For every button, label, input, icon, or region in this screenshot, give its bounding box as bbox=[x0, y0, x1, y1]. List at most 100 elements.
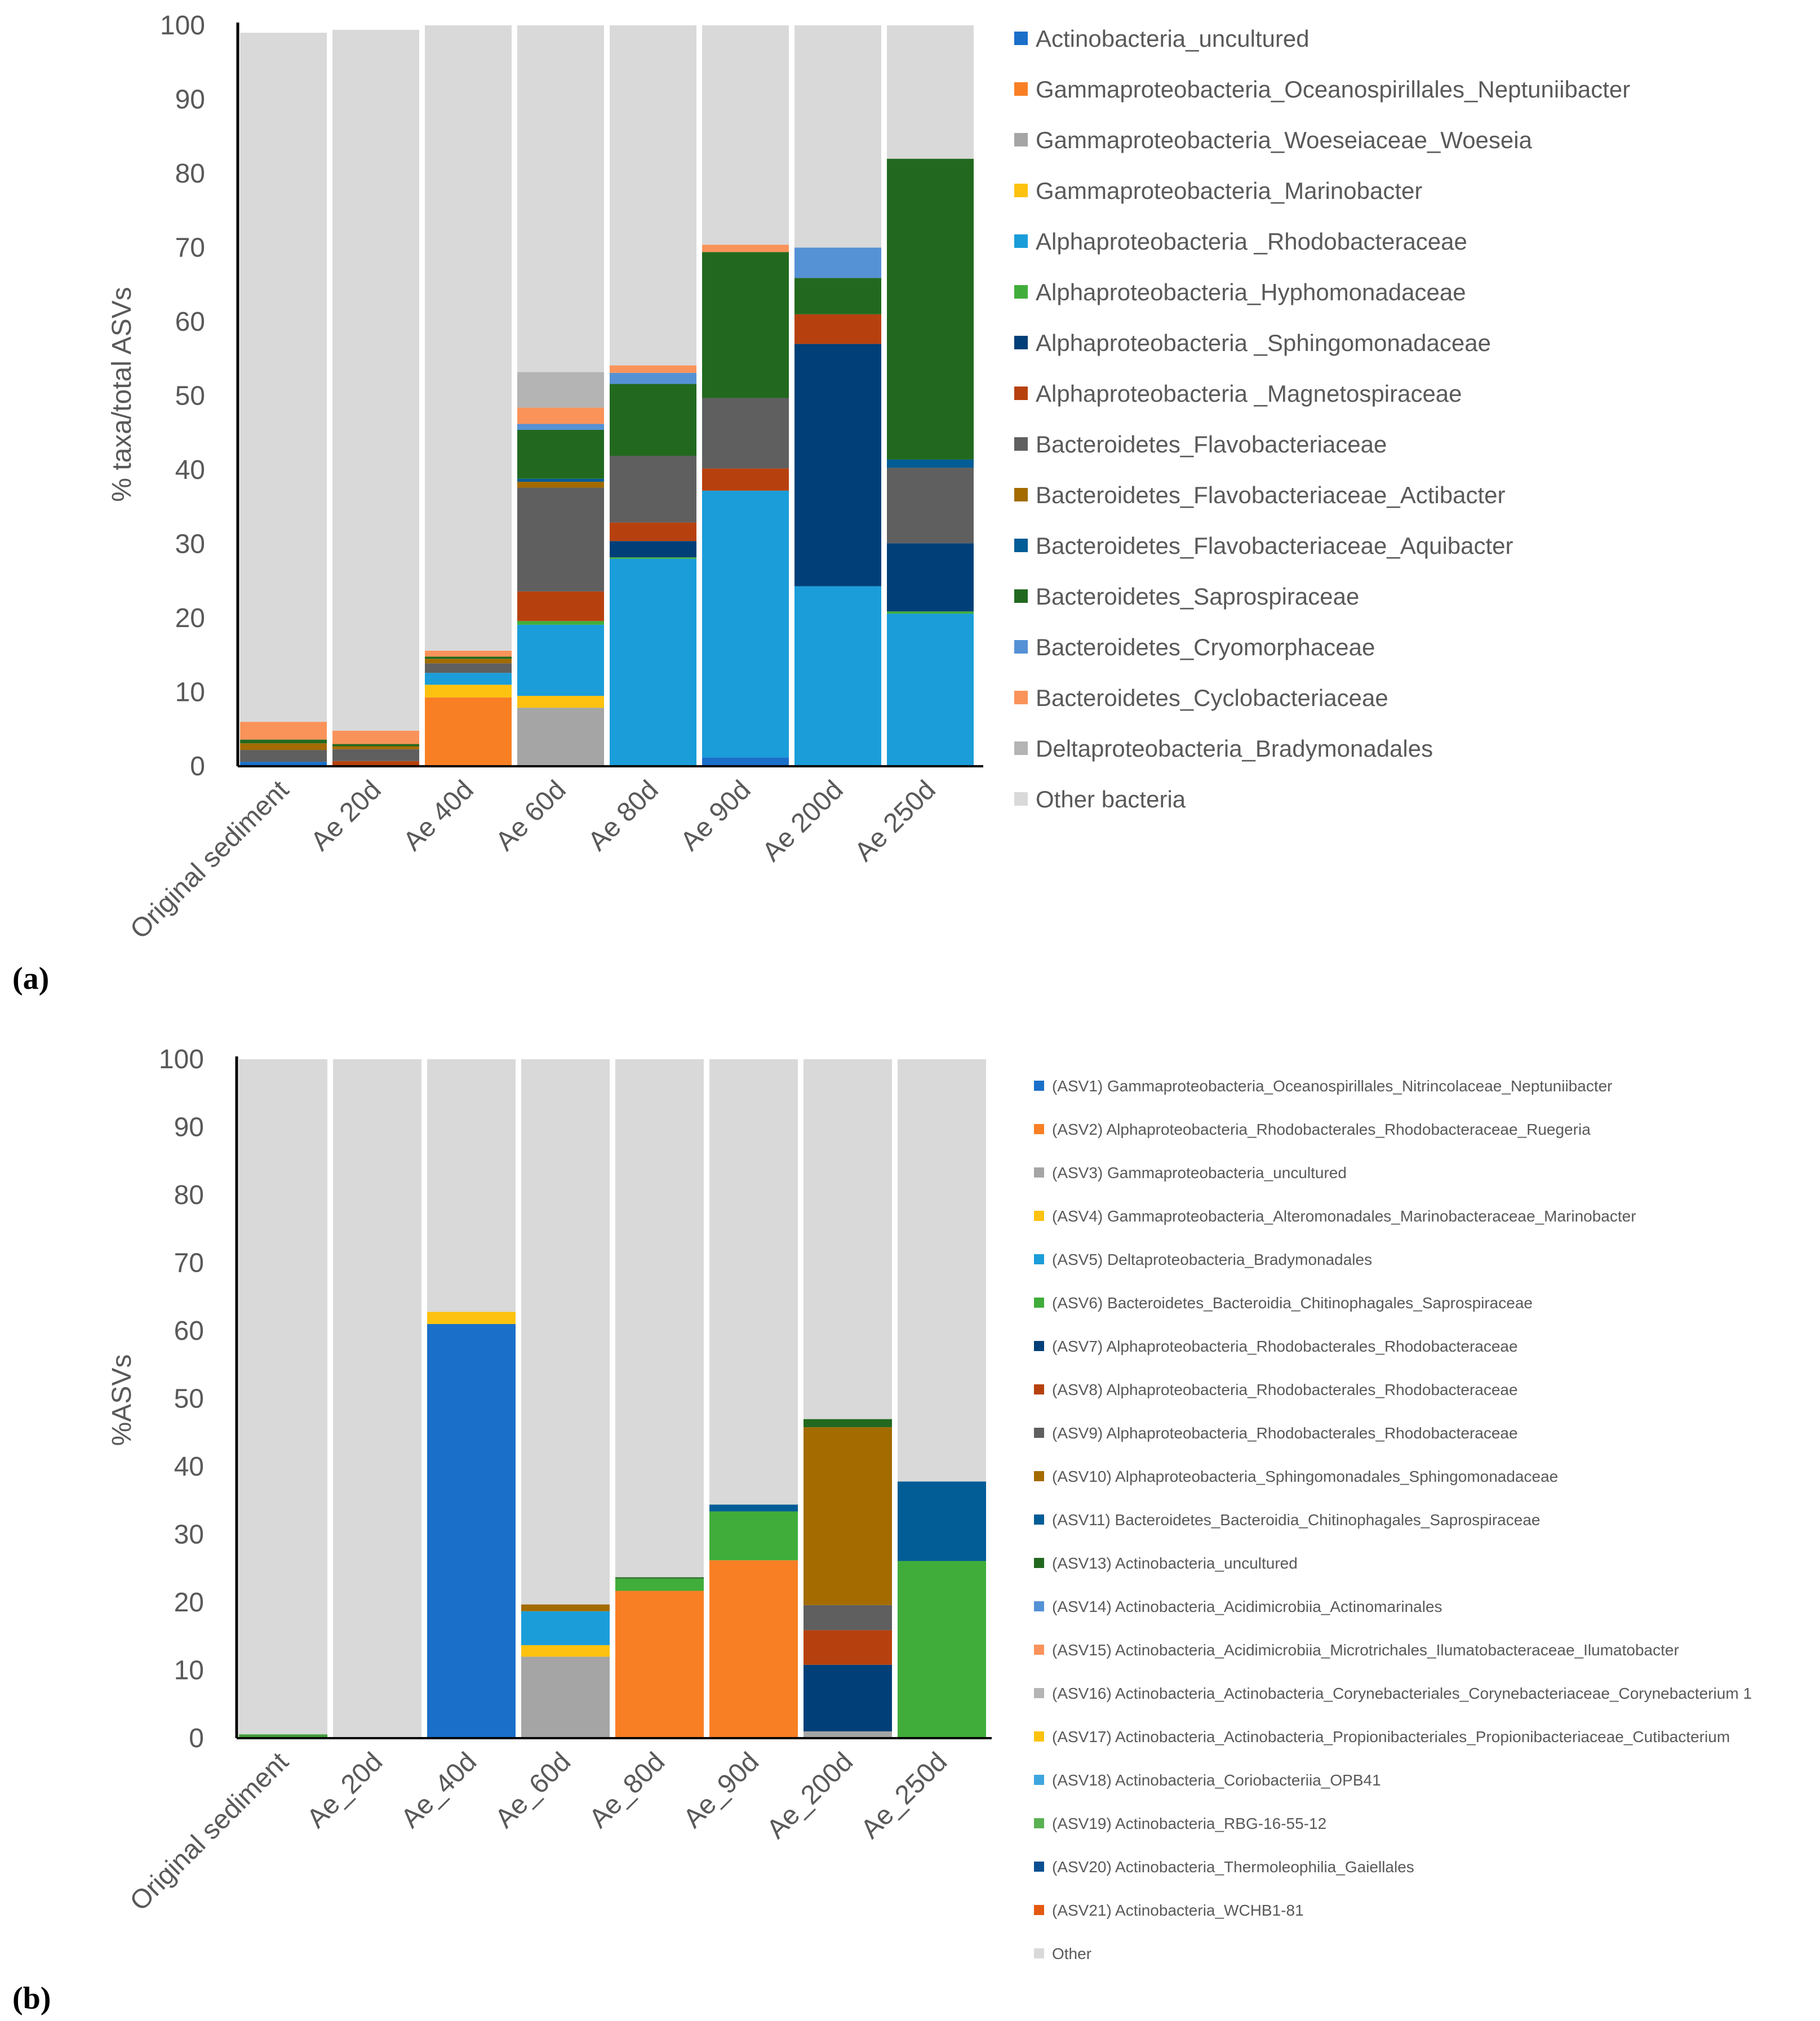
legend-label-a-2: Gammaproteobacteria_Woeseiaceae_Woeseia bbox=[1036, 127, 1533, 153]
bar-a-2-series-1 bbox=[425, 697, 512, 766]
x-tick-label-a-1: Ae 20d bbox=[305, 775, 387, 856]
bar-b-6-series-7 bbox=[804, 1630, 892, 1665]
bar-a-4-series-6 bbox=[610, 541, 696, 558]
y-tick-label-b-8: 80 bbox=[174, 1180, 204, 1210]
bar-b-2-series-3 bbox=[427, 1312, 516, 1324]
panel-label-b: (b) bbox=[12, 1981, 51, 2016]
legend-swatch-b-0 bbox=[1034, 1081, 1044, 1091]
legend-swatch-b-5 bbox=[1034, 1298, 1044, 1308]
bar-b-5-series-5 bbox=[709, 1511, 798, 1561]
bar-b-6-series-6 bbox=[804, 1664, 892, 1731]
legend-label-a-8: Bacteroidetes_Flavobacteriaceae bbox=[1036, 431, 1387, 457]
legend-swatch-b-10 bbox=[1034, 1514, 1044, 1525]
x-tick-label-b-0: Original sediment bbox=[125, 1747, 295, 1917]
legend-label-b-0: (ASV1) Gammaproteobacteria_Oceanospirill… bbox=[1052, 1077, 1613, 1095]
bar-a-1-series-8 bbox=[332, 749, 419, 761]
bar-b-3-series-4 bbox=[521, 1611, 610, 1645]
bar-a-7-series-6 bbox=[887, 543, 974, 612]
bar-b-7-series-5 bbox=[898, 1561, 986, 1738]
bar-a-2-series-11 bbox=[425, 656, 512, 659]
bar-a-6-series-11 bbox=[794, 278, 881, 314]
bar-b-3-series-9 bbox=[521, 1604, 610, 1611]
y-tick-label-b-3: 30 bbox=[174, 1520, 204, 1550]
bar-a-5-series-4 bbox=[702, 490, 789, 758]
x-tick-label-a-0: Original sediment bbox=[125, 775, 295, 945]
bar-b-0-series-20 bbox=[239, 1059, 327, 1734]
x-tick-label-b-7: Ae_250d bbox=[855, 1747, 953, 1844]
bar-b-4-series-20 bbox=[615, 1059, 704, 1578]
bar-a-2-series-13 bbox=[425, 650, 512, 657]
legend-swatch-a-1 bbox=[1014, 82, 1028, 96]
legend-swatch-b-7 bbox=[1034, 1384, 1044, 1394]
y-tick-label-a-3: 30 bbox=[175, 530, 205, 559]
bar-a-0-series-8 bbox=[240, 750, 327, 762]
bar-a-4-series-8 bbox=[610, 456, 696, 523]
bar-a-3-series-13 bbox=[517, 407, 604, 424]
bar-b-3-series-20 bbox=[521, 1059, 610, 1605]
bar-b-4-series-11 bbox=[615, 1577, 704, 1579]
bar-a-5-series-7 bbox=[702, 468, 789, 491]
legend-swatch-a-14 bbox=[1014, 741, 1028, 755]
bar-a-2-series-4 bbox=[425, 673, 512, 685]
legend-label-a-0: Actinobacteria_uncultured bbox=[1036, 25, 1309, 52]
bar-b-7-series-10 bbox=[898, 1481, 986, 1561]
x-tick-label-b-3: Ae_60d bbox=[490, 1747, 577, 1834]
y-tick-label-a-2: 20 bbox=[175, 603, 205, 633]
bar-a-3-series-4 bbox=[517, 624, 604, 696]
bar-a-1-series-11 bbox=[332, 744, 419, 747]
bar-a-4-series-11 bbox=[610, 384, 696, 456]
legend-swatch-b-4 bbox=[1034, 1254, 1044, 1264]
chart-a: 0 10 20 30 40 50 60 70 80 90 100 % taxa/total ASVs O… bbox=[107, 11, 1630, 945]
legend-swatch-b-16 bbox=[1034, 1775, 1044, 1785]
legend-label-b-20: Other bbox=[1052, 1945, 1091, 1962]
bar-a-6-series-6 bbox=[794, 344, 881, 587]
x-tick-label-a-6: Ae 200d bbox=[757, 775, 849, 867]
x-tick-label-a-2: Ae 40d bbox=[398, 775, 480, 856]
bar-a-5-series-15 bbox=[702, 25, 789, 245]
bar-a-1-series-9 bbox=[332, 746, 419, 749]
legend-label-b-1: (ASV2) Alphaproteobacteria_Rhodobacteral… bbox=[1052, 1121, 1591, 1138]
y-tick-label-a-10: 100 bbox=[160, 11, 205, 41]
bar-a-2-series-9 bbox=[425, 659, 512, 664]
bar-a-0-series-0 bbox=[240, 762, 327, 766]
bar-a-2-series-15 bbox=[425, 25, 512, 651]
y-tick-label-a-9: 90 bbox=[175, 85, 205, 115]
bar-a-6-series-4 bbox=[794, 586, 881, 766]
legend-swatch-a-9 bbox=[1014, 488, 1028, 501]
y-tick-label-b-7: 70 bbox=[174, 1249, 204, 1278]
legend-swatch-a-15 bbox=[1014, 792, 1028, 806]
bar-b-5-series-1 bbox=[709, 1560, 798, 1738]
y-tick-label-a-4: 40 bbox=[175, 455, 205, 485]
y-tick-label-a-8: 80 bbox=[175, 159, 205, 189]
panel-label-a: (a) bbox=[12, 961, 49, 996]
bar-b-5-series-10 bbox=[709, 1504, 798, 1512]
bar-a-5-series-0 bbox=[702, 757, 789, 766]
legend-swatch-a-5 bbox=[1014, 285, 1028, 299]
chart-b: 0 10 20 30 40 50 60 70 80 90 100 %ASVs Original sedi… bbox=[107, 1045, 1752, 1962]
bar-a-1-series-13 bbox=[332, 730, 419, 744]
bar-a-2-series-8 bbox=[425, 663, 512, 673]
bar-a-4-series-13 bbox=[610, 365, 696, 373]
legend-label-b-16: (ASV18) Actinobacteria_Coriobacteriia_OP… bbox=[1052, 1771, 1381, 1789]
legend-label-a-14: Deltaproteobacteria_Bradymonadales bbox=[1036, 735, 1433, 762]
legend-label-a-1: Gammaproteobacteria_Oceanospirillales_Ne… bbox=[1036, 76, 1630, 103]
y-tick-label-b-1: 10 bbox=[174, 1656, 204, 1686]
legend-swatch-a-6 bbox=[1014, 336, 1028, 349]
legend-label-a-13: Bacteroidetes_Cyclobacteriaceae bbox=[1036, 685, 1388, 711]
bar-a-3-series-3 bbox=[517, 696, 604, 708]
legend-label-b-10: (ASV11) Bacteroidetes_Bacteroidia_Chitin… bbox=[1052, 1511, 1540, 1529]
legend-swatch-a-8 bbox=[1014, 437, 1028, 451]
bar-a-4-series-7 bbox=[610, 522, 696, 541]
y-tick-label-a-1: 10 bbox=[175, 678, 205, 708]
legend-label-b-8: (ASV9) Alphaproteobacteria_Rhodobacteral… bbox=[1052, 1424, 1518, 1442]
legend-label-b-15: (ASV17) Actinobacteria_Actinobacteria_Pr… bbox=[1052, 1728, 1730, 1745]
bar-a-3-series-8 bbox=[517, 487, 604, 592]
legend-label-b-6: (ASV7) Alphaproteobacteria_Rhodobacteral… bbox=[1052, 1338, 1518, 1355]
bar-a-7-series-5 bbox=[887, 611, 974, 614]
bar-a-7-series-4 bbox=[887, 614, 974, 766]
legend-swatch-a-12 bbox=[1014, 640, 1028, 654]
y-tick-label-a-0: 0 bbox=[190, 752, 205, 781]
legend-swatch-a-4 bbox=[1014, 234, 1028, 248]
legend-label-b-13: (ASV15) Actinobacteria_Acidimicrobiia_Mi… bbox=[1052, 1641, 1679, 1659]
